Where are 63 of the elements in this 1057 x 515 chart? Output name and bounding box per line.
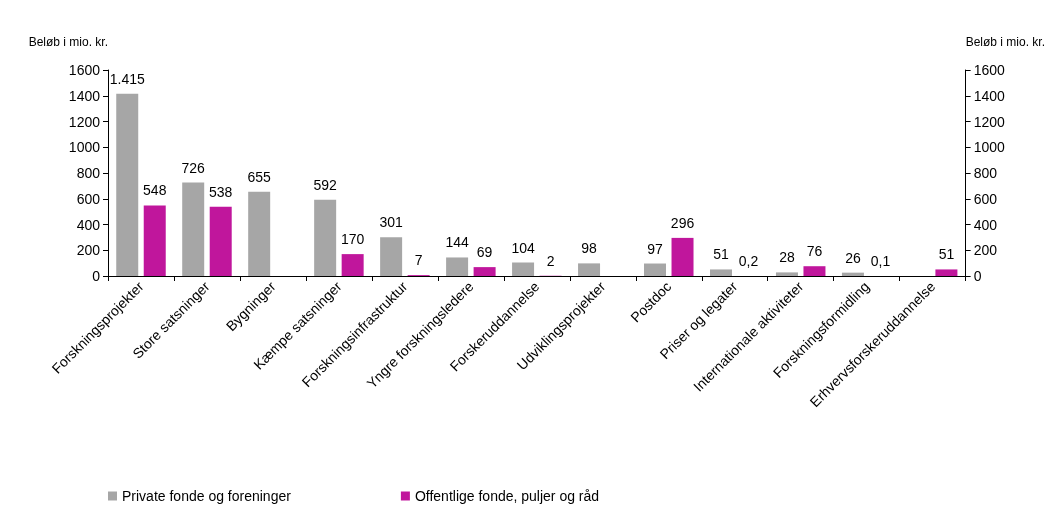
data-label: 0,2 — [738, 252, 759, 269]
data-label: 2 — [546, 252, 555, 269]
data-label: 69 — [476, 244, 493, 261]
bar — [182, 182, 205, 276]
y-tick-label: 600 — [76, 190, 101, 207]
data-label: 7 — [414, 252, 423, 269]
bar — [341, 254, 364, 276]
data-label: 170 — [340, 231, 365, 248]
bar — [248, 191, 271, 276]
y-tick-label: 200 — [76, 242, 101, 259]
bar — [314, 199, 337, 276]
y-tick-label: 1400 — [68, 87, 101, 104]
data-label: 1.415 — [109, 70, 145, 87]
y-tick-label: 0 — [92, 268, 101, 284]
bar — [446, 257, 469, 276]
bar — [473, 267, 496, 276]
y-tick-label: 1000 — [68, 139, 101, 156]
y2-tick-label: 400 — [973, 216, 998, 233]
legend-label: Private fonde og foreninger — [122, 488, 292, 504]
bar — [803, 266, 826, 276]
data-label: 655 — [247, 168, 272, 185]
bar — [644, 263, 667, 276]
data-label: 0,1 — [870, 252, 891, 269]
y2-tick-label: 0 — [973, 268, 982, 284]
legend-label: Offentlige fonde, puljer og råd — [414, 488, 600, 504]
bar — [709, 269, 732, 276]
bar — [671, 237, 694, 276]
data-label: 548 — [143, 182, 167, 199]
y2-axis-title: Beløb i mio. kr. — [965, 35, 1046, 49]
y2-tick-label: 1200 — [973, 113, 1005, 130]
data-label: 144 — [445, 234, 469, 251]
y-tick-label: 400 — [76, 216, 101, 233]
bar — [512, 262, 535, 276]
y-axis-title: Beløb i mio. kr. — [28, 35, 108, 49]
bar — [775, 272, 798, 276]
y2-tick-label: 600 — [973, 190, 998, 207]
data-label: 28 — [779, 249, 795, 266]
y2-tick-label: 1000 — [973, 139, 1005, 156]
y-tick-label: 1600 — [68, 62, 101, 78]
bar — [935, 269, 958, 276]
y2-tick-label: 1400 — [973, 87, 1005, 104]
y-tick-label: 800 — [76, 165, 101, 181]
data-label: 726 — [181, 159, 206, 176]
data-label: 592 — [313, 176, 338, 193]
bar — [209, 206, 232, 276]
data-label: 538 — [209, 183, 233, 200]
data-label: 51 — [938, 246, 955, 263]
data-label: 98 — [581, 240, 598, 257]
data-label: 104 — [511, 239, 535, 256]
data-label: 51 — [713, 246, 729, 263]
bar — [116, 93, 139, 276]
data-label: 301 — [379, 214, 404, 231]
data-label: 296 — [670, 214, 695, 231]
y2-tick-label: 1600 — [973, 62, 1005, 78]
data-label: 97 — [647, 240, 664, 257]
data-label: 76 — [806, 243, 823, 260]
data-label: 26 — [845, 249, 861, 266]
bar — [143, 205, 166, 276]
y2-tick-label: 800 — [973, 165, 998, 181]
y-tick-label: 1200 — [68, 113, 101, 130]
bar — [380, 237, 403, 276]
bar — [578, 263, 601, 276]
y2-tick-label: 200 — [973, 242, 998, 259]
